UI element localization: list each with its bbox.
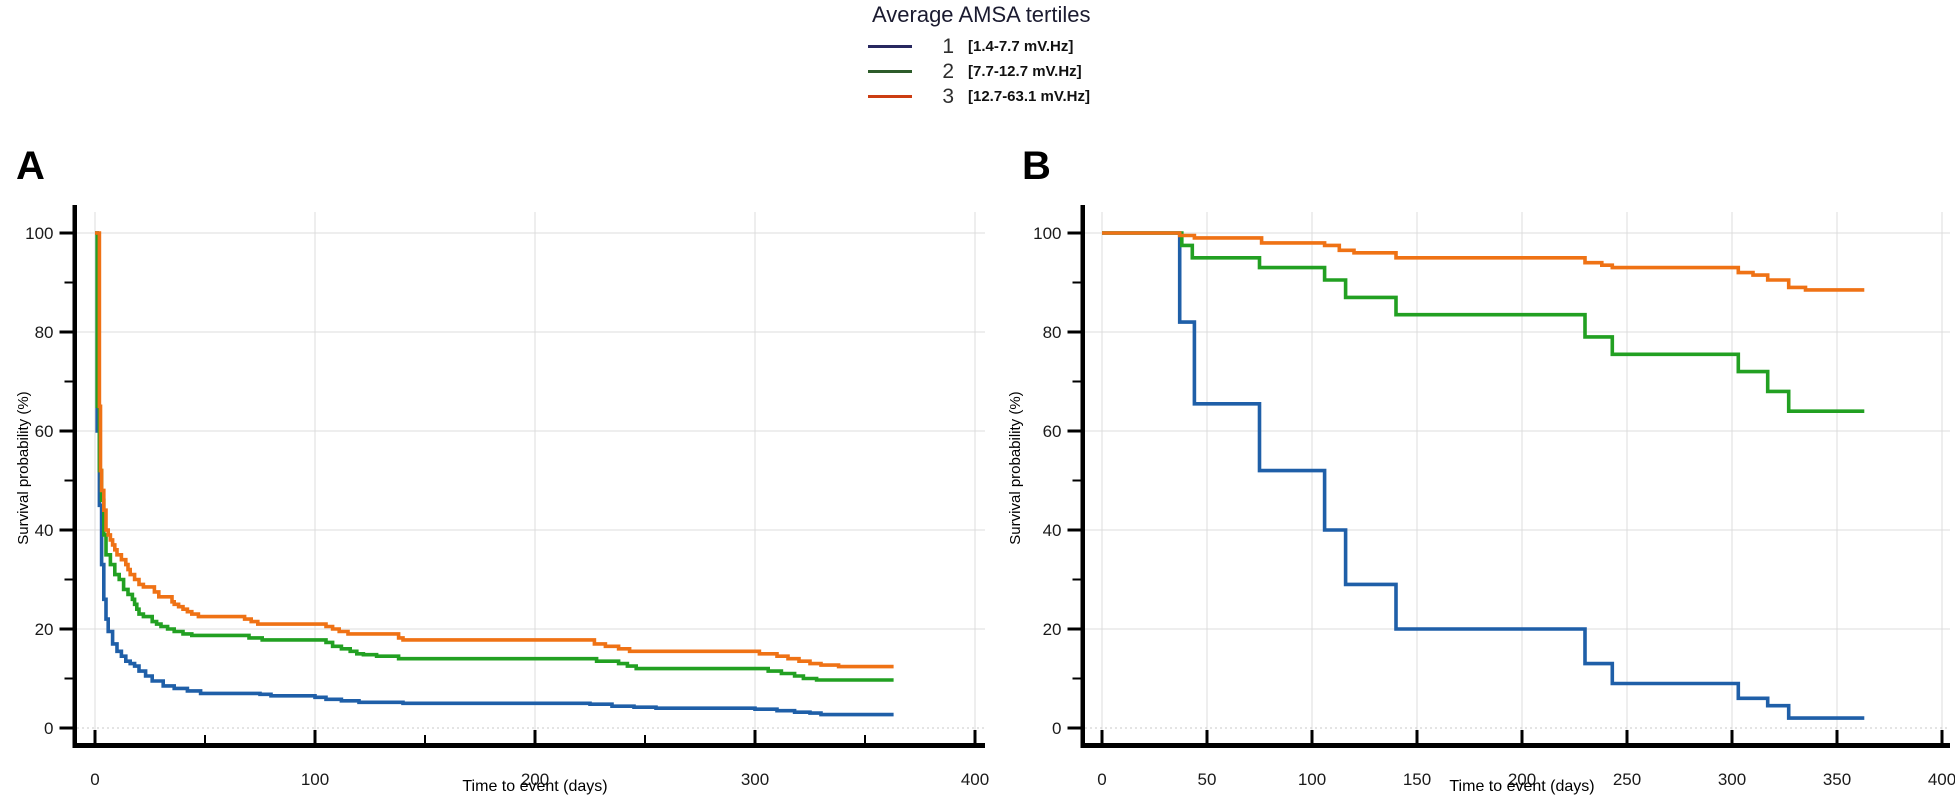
- chart-b-y-axis-title: Survival probability (%): [1007, 391, 1024, 545]
- legend-item-tertile-3: 3 [12.7-63.1 mV.Hz]: [862, 84, 1192, 109]
- panel-a-label: A: [16, 144, 45, 188]
- chart-a-y-axis-title: Survival probability (%): [15, 391, 32, 545]
- y-axis-line: [72, 205, 77, 748]
- y-tick-label-60: 60: [35, 422, 54, 441]
- tertile-1-survival-curve: [95, 231, 894, 717]
- legend: Average AMSA tertiles 1 [1.4-7.7 mV.Hz] …: [862, 0, 1192, 109]
- y-tick-label-60: 60: [1043, 422, 1062, 441]
- tertile-1-number: 1: [942, 34, 954, 58]
- x-tick-label-0: 0: [90, 770, 99, 789]
- y-tick-label-40: 40: [35, 521, 54, 540]
- tertile-1-range: [1.4-7.7 mV.Hz]: [968, 38, 1074, 55]
- y-tick-label-80: 80: [35, 323, 54, 342]
- legend-item-tertile-2: 2 [7.7-12.7 mV.Hz]: [862, 59, 1192, 84]
- tertile-2-line-swatch: [868, 70, 912, 73]
- tertile-3-range: [12.7-63.1 mV.Hz]: [968, 88, 1091, 105]
- tertile-1-survival-curve: [1102, 231, 1865, 720]
- tertile-3-survival-curve: [95, 231, 894, 669]
- x-tick-label-250: 250: [1613, 770, 1641, 789]
- chart-b-x-axis-title: Time to event (days): [1449, 778, 1595, 795]
- x-axis-line: [1080, 743, 1950, 748]
- x-tick-label-200: 200: [1508, 770, 1536, 789]
- x-tick-label-0: 0: [1097, 770, 1106, 789]
- x-tick-label-100: 100: [301, 770, 329, 789]
- panel-b-label: B: [1022, 144, 1051, 188]
- tertile-2-survival-curve: [95, 231, 894, 682]
- tertile-3-number: 3: [942, 84, 954, 108]
- x-tick-label-400: 400: [1928, 770, 1955, 789]
- chart-a-x-axis-title: Time to event (days): [462, 778, 608, 795]
- y-tick-label-0: 0: [1052, 719, 1061, 738]
- x-tick-label-50: 50: [1198, 770, 1217, 789]
- y-tick-label-100: 100: [25, 224, 53, 243]
- tertile-2-survival-curve: [1102, 231, 1865, 413]
- tertile-3-survival-curve: [1102, 231, 1865, 292]
- chart-b-survival-plot: 0 20 40 60 80 100 0 50 100 150 200 250 300 350 400: [1033, 205, 1955, 789]
- legend-title: Average AMSA tertiles: [872, 2, 1091, 27]
- tertile-3-line-swatch: [868, 95, 912, 98]
- x-tick-label-150: 150: [1403, 770, 1431, 789]
- x-tick-label-400: 400: [961, 770, 989, 789]
- x-tick-label-100: 100: [1298, 770, 1326, 789]
- x-tick-label-350: 350: [1823, 770, 1851, 789]
- x-axis-line: [72, 743, 985, 748]
- y-tick-label-40: 40: [1043, 521, 1062, 540]
- x-tick-label-200: 200: [521, 770, 549, 789]
- y-axis-line: [1080, 205, 1085, 748]
- y-tick-label-0: 0: [44, 719, 53, 738]
- y-tick-label-20: 20: [1043, 620, 1062, 639]
- tertile-2-range: [7.7-12.7 mV.Hz]: [968, 63, 1082, 80]
- x-tick-label-300: 300: [741, 770, 769, 789]
- y-tick-label-20: 20: [35, 620, 54, 639]
- chart-a-survival-plot: 0 20 40 60 80 100 0 100 200 300 400: [25, 205, 989, 789]
- legend-item-tertile-1: 1 [1.4-7.7 mV.Hz]: [862, 34, 1192, 59]
- y-tick-label-100: 100: [1033, 224, 1061, 243]
- tertile-2-number: 2: [942, 59, 954, 83]
- x-tick-label-300: 300: [1718, 770, 1746, 789]
- tertile-1-line-swatch: [868, 45, 912, 48]
- y-tick-label-80: 80: [1043, 323, 1062, 342]
